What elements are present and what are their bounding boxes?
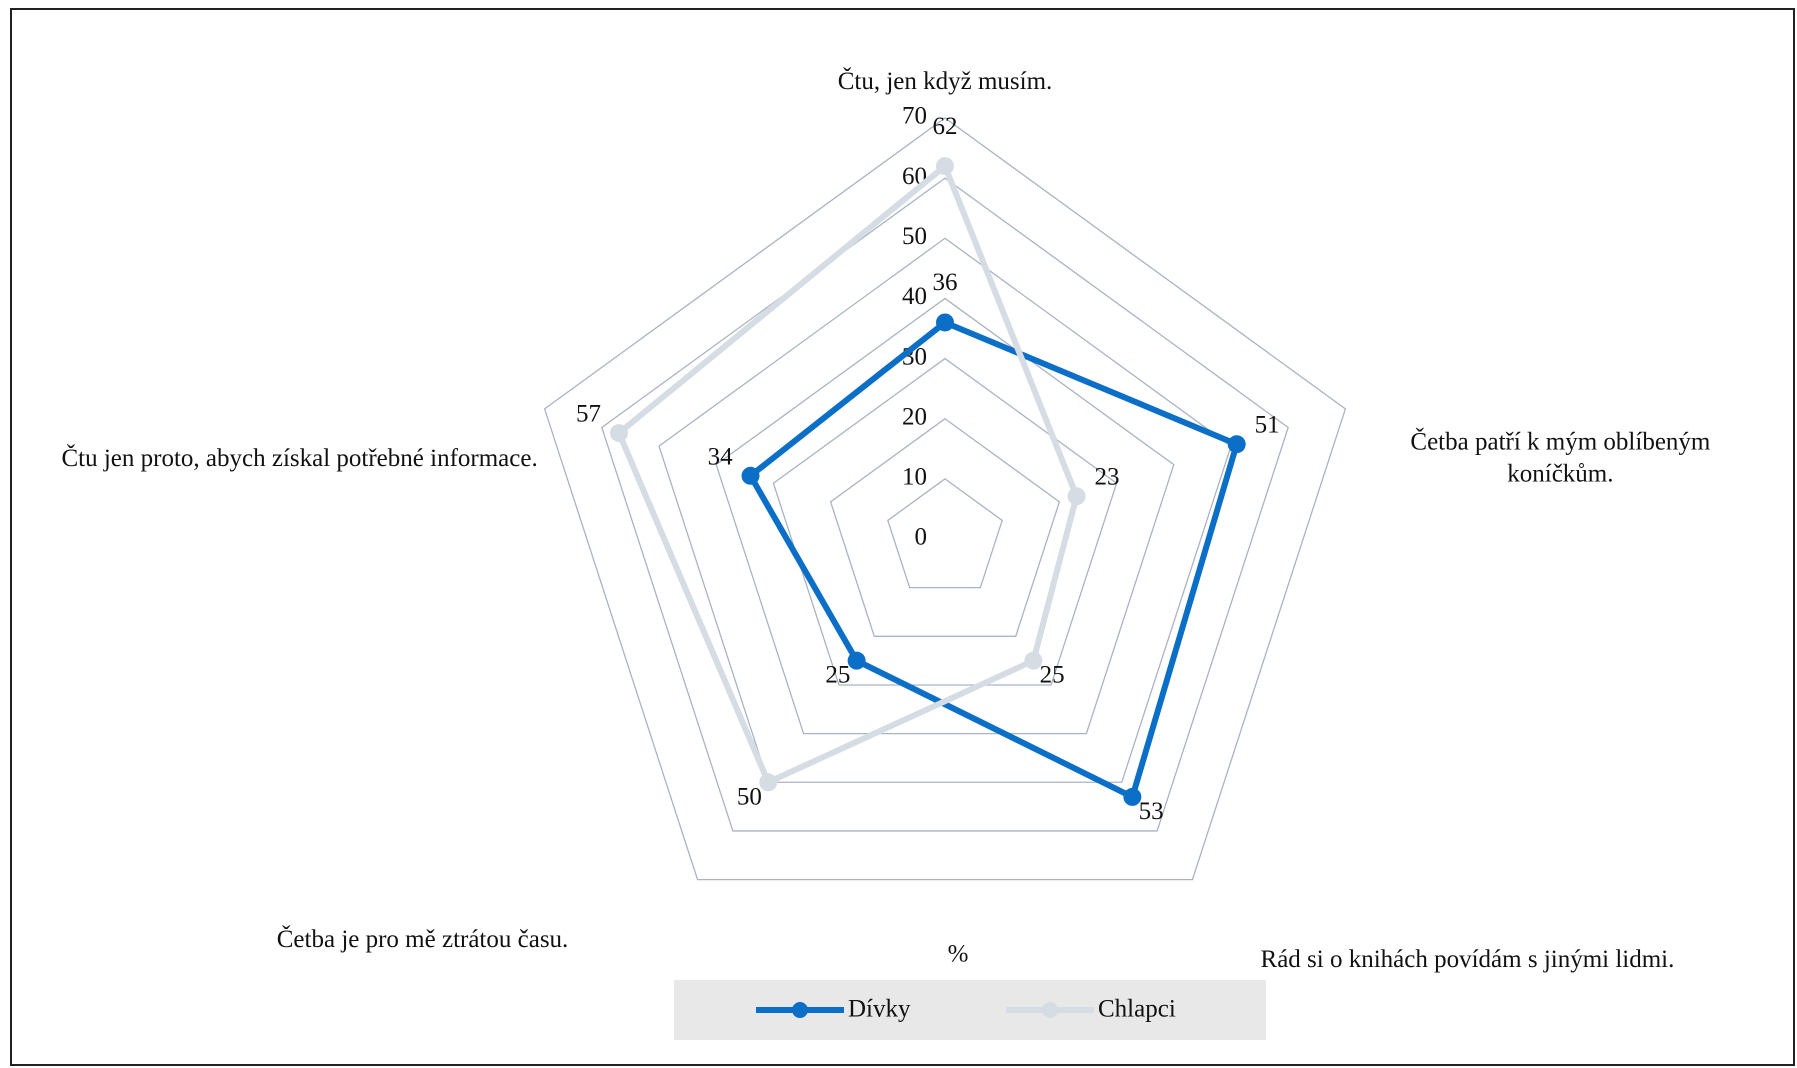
category-label: Čtu jen proto, abych získal potřebné inf… [61,444,538,472]
legend-graphic: Dívky Chlapci [756,996,1176,1023]
grid-ring [829,417,1061,637]
data-label: 34 [708,443,734,470]
grid-ring [658,237,1232,783]
series-point [1227,435,1246,454]
frame [10,8,1795,1066]
r-tick-label: 40 [902,283,927,310]
data-label: 50 [737,783,762,810]
category-label: Četba je pro mě ztrátou času. [276,925,569,953]
grid-ring [543,117,1347,881]
data-label: 57 [576,401,601,428]
series-line [615,163,1080,786]
series-point [1123,787,1142,806]
axis-label: % [948,941,969,968]
data-label: 36 [933,269,958,296]
grid-ring [715,297,1175,735]
series-line [747,319,1240,800]
category-label: Četba patří k mým oblíbeným koníčkům. [1410,428,1711,488]
series-point [1024,651,1043,670]
legend-marker [792,1002,808,1018]
legend-marker [1042,1002,1058,1018]
data-label: 53 [1139,798,1164,825]
data-label: 23 [1094,464,1119,491]
series-point [936,157,954,176]
legend: Dívky Chlapci [674,980,1266,1040]
r-tick-label: 50 [902,223,927,250]
r-tick-label: 0 [915,524,928,551]
grid-ring [601,177,1289,832]
data-label: 25 [1040,662,1065,689]
series-point [936,313,954,332]
data-label: 25 [825,662,850,689]
series-point [609,424,628,443]
category-label: Rád si o knihách povídám s jinými lidmi. [1260,945,1675,973]
series-point [847,651,866,670]
grid-ring [887,478,1003,589]
r-tick-label: 70 [902,103,927,130]
r-tick-label: 10 [902,464,927,491]
series-point [1067,487,1086,506]
grid-ring [772,357,1118,686]
legend-label: Dívky [848,996,911,1023]
legend-label: Chlapci [1098,996,1176,1023]
category-label: Čtu, jen když musím. [837,67,1053,95]
r-tick-label: 20 [902,403,927,430]
data-label: 51 [1255,412,1280,439]
data-label: 62 [933,113,958,140]
series-point [741,466,760,485]
series-point [759,773,778,792]
